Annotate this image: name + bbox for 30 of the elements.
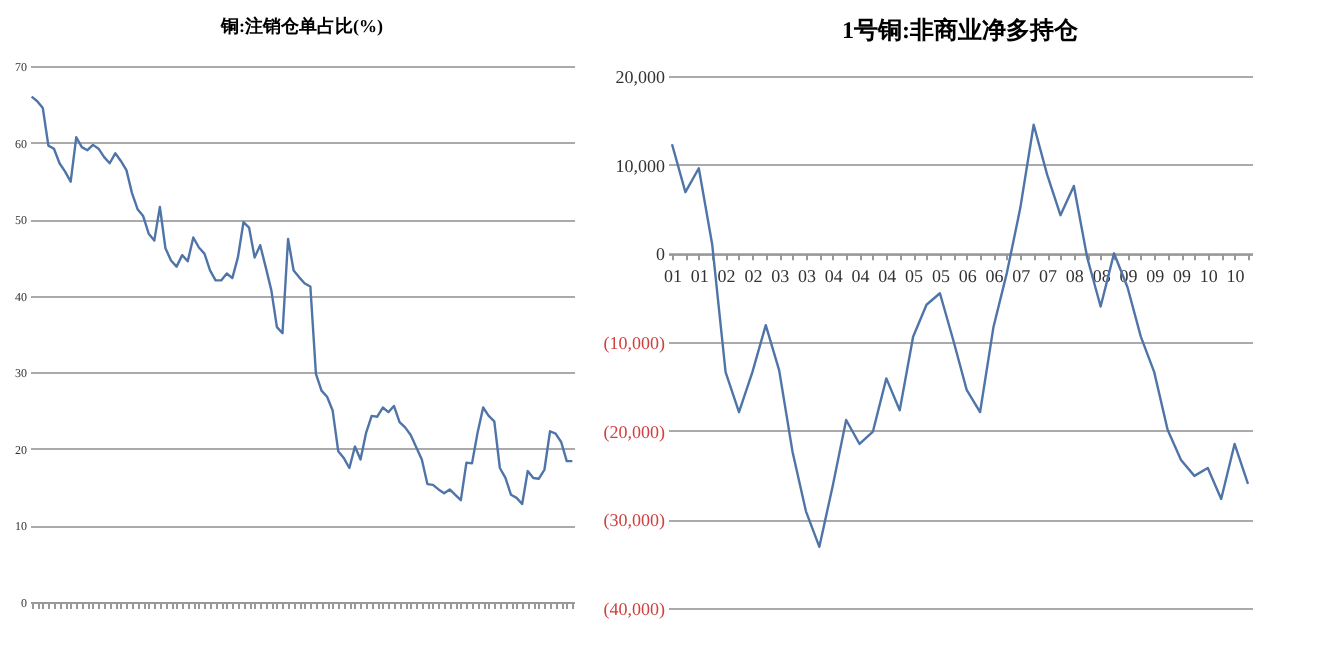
y-tick-label: (10,000) bbox=[603, 333, 665, 353]
y-tick-label: (30,000) bbox=[603, 510, 665, 531]
x-tick-label: 01 bbox=[664, 266, 683, 287]
x-tick-label: 05 bbox=[931, 266, 951, 287]
y-tick-label: 0 bbox=[656, 244, 666, 265]
y-tick-label: 10,000 bbox=[615, 155, 666, 176]
chart-title: 铜:注销仓单占比(%) bbox=[219, 16, 383, 36]
x-tick-label: 09 bbox=[1173, 266, 1193, 287]
x-tick-label: 07 bbox=[1039, 266, 1059, 287]
x-tick-label: 07 bbox=[1012, 266, 1032, 287]
x-tick-label: 01 bbox=[690, 266, 709, 287]
x-tick-label: 10 bbox=[1226, 266, 1246, 287]
x-tick-label: 06 bbox=[985, 266, 1005, 287]
x-tick-label: 03 bbox=[797, 266, 817, 287]
x-tick-label: 09 bbox=[1146, 266, 1166, 287]
y-tick-label: 20,000 bbox=[615, 67, 666, 87]
x-tick-label: 04 bbox=[851, 266, 871, 287]
x-tick-label: 02 bbox=[717, 266, 736, 287]
x-tick-label: 05 bbox=[905, 266, 925, 287]
x-tick-label: 04 bbox=[878, 266, 898, 287]
line-series bbox=[30, 95, 574, 506]
y-tick-label: (20,000) bbox=[603, 421, 665, 442]
chart-title: 1号铜:非商业净多持仓 bbox=[842, 16, 1080, 44]
x-tick-label: 08 bbox=[1065, 266, 1085, 287]
y-tick-label: (40,000) bbox=[603, 599, 665, 619]
x-tick-label: 02 bbox=[744, 266, 763, 287]
x-tick-label: 04 bbox=[824, 266, 844, 287]
x-tick-label: 10 bbox=[1199, 266, 1219, 287]
x-tick-label: 03 bbox=[771, 266, 791, 287]
x-tick-label: 06 bbox=[958, 266, 978, 287]
